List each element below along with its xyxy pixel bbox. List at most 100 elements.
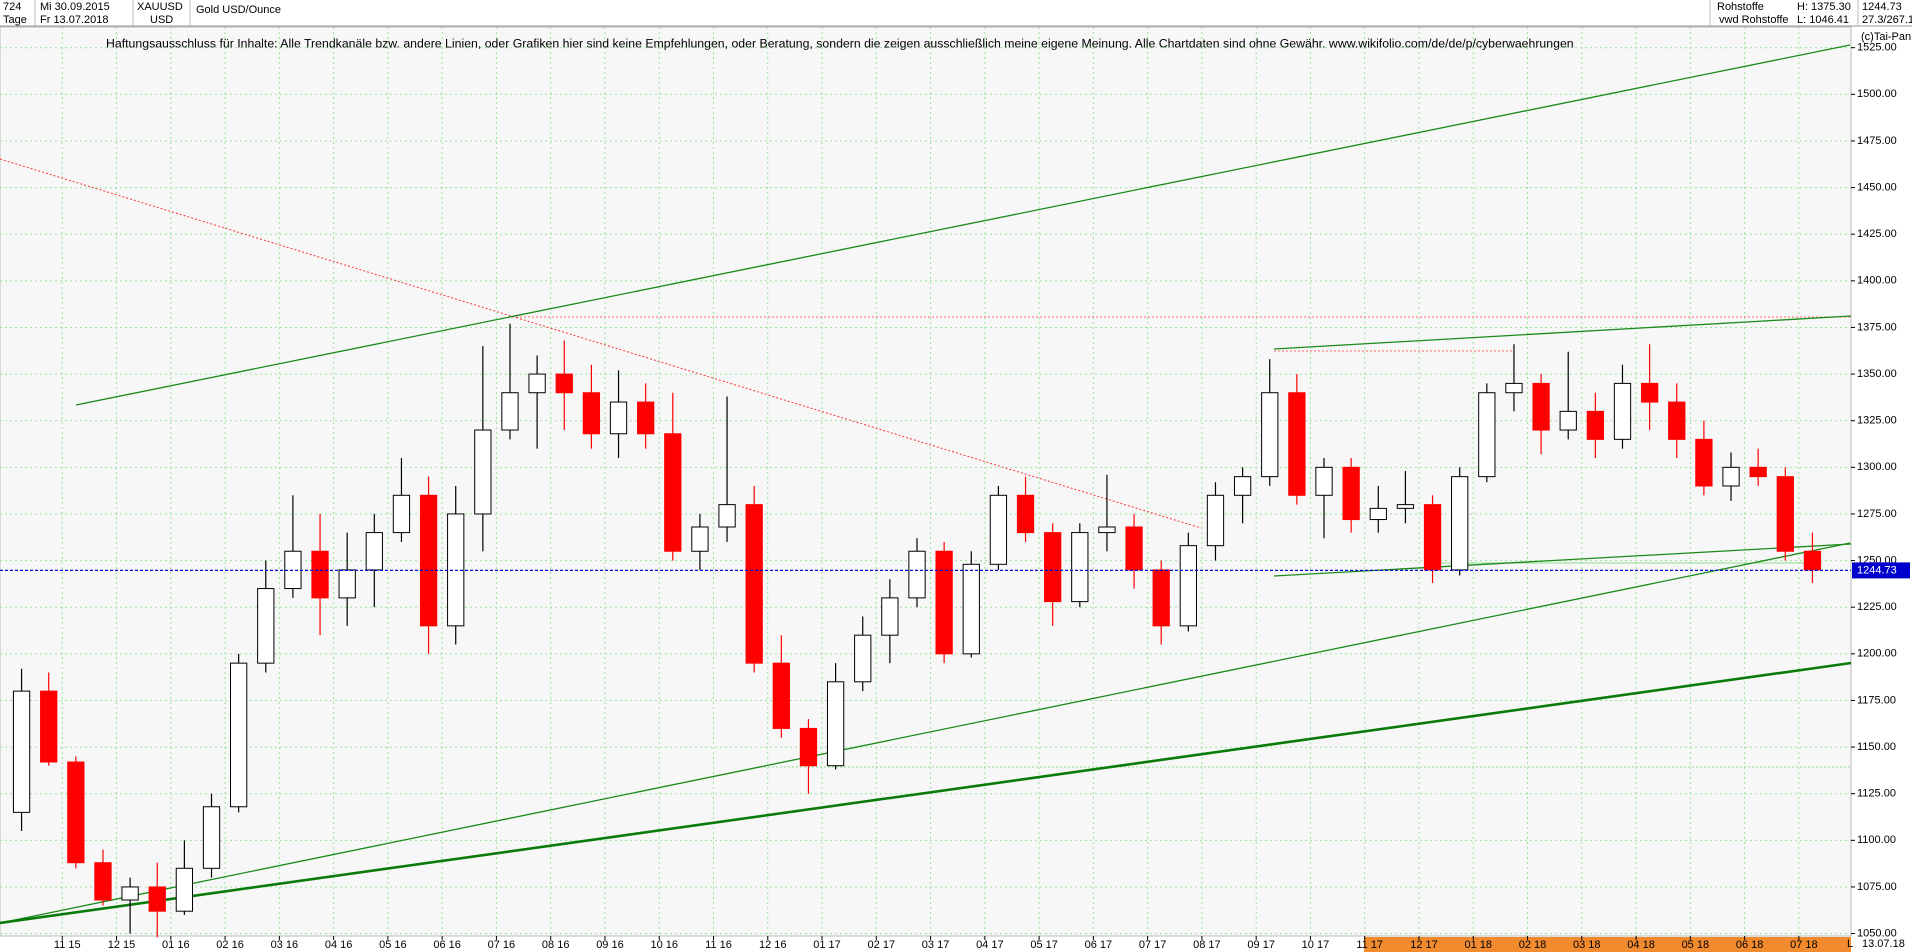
y-tick-label: 1350.00	[1857, 368, 1897, 380]
candle-body	[1505, 382, 1523, 394]
candle-body	[230, 662, 248, 808]
candle-body	[1016, 494, 1035, 534]
trend-line	[0, 158, 1202, 529]
y-tick-label: 1525.00	[1857, 42, 1897, 54]
y-tick-label: 1225.00	[1857, 601, 1897, 613]
candle-body	[962, 563, 980, 655]
candle-body	[1261, 392, 1279, 478]
candle-body	[1640, 382, 1659, 403]
candle-body	[148, 886, 166, 912]
candle-body	[202, 806, 221, 869]
x-tick-label: 05 18	[1682, 939, 1710, 951]
x-tick-label: 05 16	[379, 939, 407, 951]
y-tick-label: 1475.00	[1857, 135, 1897, 147]
y-tick-label: 1425.00	[1857, 228, 1897, 240]
last-price-box	[1852, 562, 1910, 579]
x-tick-label: 09 17	[1247, 939, 1275, 951]
x-tick-label: 11 15	[54, 939, 81, 951]
plot-area	[0, 26, 1852, 937]
x-tick-label: 02 18	[1519, 939, 1547, 951]
candle-body	[1668, 401, 1686, 440]
x-tick-label: 12 16	[759, 939, 787, 951]
low: L: 1046.41	[1797, 14, 1849, 26]
y-tick-label: 1400.00	[1857, 275, 1897, 287]
candle-body	[1152, 569, 1170, 627]
trend-line	[1273, 315, 1852, 350]
trend-line	[75, 44, 1851, 406]
candle-body	[528, 373, 546, 394]
candle-body	[745, 504, 763, 664]
last: 1244.73	[1862, 1, 1902, 13]
group: Rohstoffe	[1717, 1, 1764, 13]
x-tick-label: 04 16	[325, 939, 353, 951]
candle-body	[1044, 532, 1062, 603]
trend-line	[0, 661, 1852, 925]
candle-body	[1803, 550, 1822, 571]
candle-body	[1722, 466, 1740, 487]
candle-body	[1559, 410, 1577, 431]
candle-body	[94, 862, 112, 901]
high: H: 1375.30	[1797, 1, 1851, 13]
grid	[0, 27, 1851, 936]
candle-body	[1532, 382, 1550, 431]
trend-line	[0, 542, 1851, 924]
candle-body	[1749, 466, 1767, 478]
x-tick-label: 12 15	[108, 939, 136, 951]
y-tick-label: 1075.00	[1857, 881, 1897, 893]
labels: 1050.00 1075.00 1100.00 1125.00 1150.00 1175.…	[54, 42, 1910, 951]
bars-count[interactable]: 724	[3, 1, 21, 13]
x-tick-label: 04 18	[1627, 939, 1655, 951]
candle-body	[175, 867, 194, 912]
candle-body	[664, 433, 682, 552]
x-tick-label: 07 16	[488, 939, 516, 951]
candle-body	[935, 550, 953, 655]
candle-body	[1613, 382, 1632, 440]
x-tick-label: 04 17	[976, 939, 1004, 951]
candles	[0, 323, 1851, 938]
x-tick-label: 06 17	[1085, 939, 1113, 951]
x-tick-label: 03 18	[1573, 939, 1601, 951]
candle-body	[392, 494, 411, 534]
x-tick-label: 08 17	[1193, 939, 1221, 951]
candle-body	[1586, 410, 1604, 440]
candle-body	[121, 886, 139, 901]
y-tick-label: 1300.00	[1857, 461, 1897, 473]
candle-body	[474, 429, 492, 515]
ratio: 27.3/267.1	[1862, 14, 1912, 26]
candle-body	[826, 681, 845, 767]
candle-body	[908, 550, 926, 599]
candle-body	[989, 494, 1008, 565]
x-tick-label: 06 18	[1736, 939, 1764, 951]
x-tick-label: 03 16	[271, 939, 299, 951]
candle-body	[365, 532, 383, 571]
x-tick-label: 10 16	[650, 939, 678, 951]
axis-end-marker: L	[1847, 938, 1853, 950]
candle-body	[338, 569, 356, 599]
candle-body	[419, 494, 438, 627]
candle-body	[718, 504, 736, 528]
axis-end-date: 13.07.18	[1862, 938, 1905, 950]
x-tick-label: 06 16	[433, 939, 461, 951]
y-tick-label: 1275.00	[1857, 508, 1897, 520]
candle-body	[1478, 392, 1496, 478]
x-tick-label: 08 16	[542, 939, 570, 951]
copyright: (c)Tai-Pan	[1861, 31, 1911, 43]
candle-body	[1342, 466, 1360, 521]
candle-body	[1776, 476, 1794, 552]
candle-body	[1451, 476, 1469, 571]
candle-body	[501, 392, 519, 431]
start-date: Mi 30.09.2015	[40, 1, 110, 13]
candle-body	[582, 392, 601, 435]
period[interactable]: Tage	[3, 14, 27, 26]
candle-body	[799, 727, 818, 767]
x-tick-label: 11 17	[1356, 939, 1383, 951]
x-tick-label: 05 17	[1030, 939, 1058, 951]
x-tick-label: 01 18	[1464, 939, 1492, 951]
candle-body	[311, 550, 329, 599]
candle-body	[40, 690, 58, 763]
y-tick-label: 1325.00	[1857, 415, 1897, 427]
candle-body	[1125, 526, 1143, 571]
candle-body	[691, 526, 709, 552]
candle-body	[1071, 532, 1089, 603]
